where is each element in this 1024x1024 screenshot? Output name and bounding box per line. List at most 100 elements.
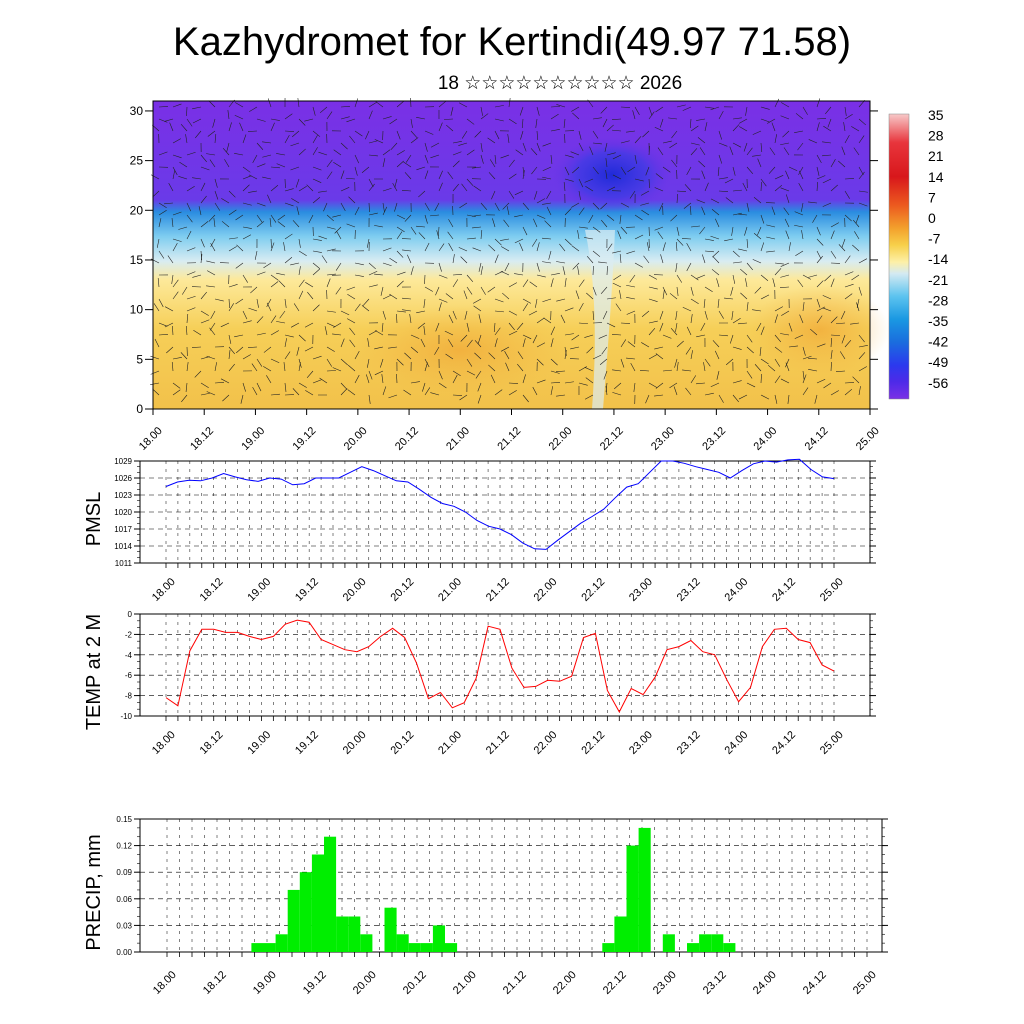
wind-barb: [438, 274, 448, 279]
wind-barb: [620, 226, 628, 234]
wind-barb: [242, 234, 252, 240]
wind-barb: [699, 226, 706, 235]
wind-barb: [508, 173, 517, 180]
wind-barb: [407, 254, 412, 264]
wind-barb: [753, 197, 762, 204]
wind-barb: [718, 142, 728, 147]
wind-barb: [164, 306, 174, 312]
wind-barb: [347, 293, 356, 300]
wind-barb: [480, 286, 486, 295]
wind-barb: [242, 274, 248, 283]
wind-barb: [659, 322, 664, 332]
wind-barb: [404, 172, 412, 180]
wind-barb: [698, 160, 706, 168]
wind-barb: [599, 358, 608, 366]
wind-barb: [774, 175, 784, 180]
wind-barb: [452, 140, 462, 144]
wind-barb: [704, 392, 714, 396]
wind-barb: [648, 286, 658, 290]
wind-barb: [410, 266, 414, 276]
wind-barb: [766, 250, 776, 253]
wind-barb: [690, 298, 699, 305]
wind-barb: [402, 249, 412, 252]
wind-barb: [515, 149, 524, 156]
wind-barb: [447, 339, 454, 348]
wind-barb: [312, 130, 321, 137]
wind-barb: [564, 278, 567, 288]
wind-barb: [686, 166, 692, 176]
wind-barb: [564, 307, 574, 312]
wind-barb: [228, 209, 237, 216]
wind-barb: [382, 116, 392, 120]
wind-barb: [629, 190, 636, 199]
wind-barb: [836, 370, 846, 372]
wind-barb: [851, 126, 860, 132]
wind-barb: [374, 225, 384, 228]
wind-barb: [235, 214, 244, 221]
wind-barb: [374, 273, 384, 276]
wind-barb: [438, 382, 447, 389]
x-tick-label: 25.00: [818, 729, 846, 757]
wind-barb: [536, 379, 546, 384]
wind-barb: [655, 173, 664, 180]
wind-barb: [354, 262, 364, 266]
warm-core-left: [350, 305, 570, 395]
wind-barb: [704, 122, 708, 132]
wind-barb: [754, 286, 762, 294]
wind-barb: [239, 122, 244, 132]
wind-barb: [626, 297, 636, 300]
wind-barb: [612, 369, 622, 372]
wind-barb: [430, 142, 440, 148]
x-tick-label: 24.12: [770, 729, 798, 757]
wind-barb: [480, 142, 483, 152]
wind-barb: [571, 202, 580, 208]
wind-barb: [822, 178, 832, 184]
wind-barb: [816, 315, 823, 324]
wind-barb: [619, 254, 622, 264]
wind-barb: [774, 358, 781, 367]
wind-barb: [617, 230, 622, 240]
wind-barb: [438, 370, 443, 380]
wind-barb: [221, 221, 230, 228]
wind-barb: [808, 369, 818, 372]
wind-barb: [584, 394, 594, 400]
y-tick-label: 1011: [115, 559, 133, 568]
y-tick-label: 0.15: [116, 815, 132, 824]
wind-barb: [354, 130, 363, 137]
wind-barb: [269, 218, 272, 228]
wind-barb: [394, 178, 398, 188]
wind-barb: [242, 175, 252, 180]
wind-barb: [738, 213, 748, 216]
x-tick-label: 22.12: [579, 576, 607, 604]
wind-barb: [584, 178, 594, 183]
wind-barb: [368, 262, 376, 270]
y-axis-label: PRECIP, mm: [83, 834, 105, 950]
wind-barb: [669, 293, 678, 300]
wind-barb: [445, 353, 454, 360]
wind-barb: [346, 118, 356, 123]
wind-barb: [508, 282, 518, 288]
wind-barb: [648, 146, 650, 156]
wind-barb: [508, 118, 517, 125]
wind-barb: [739, 126, 748, 132]
wind-barb: [236, 346, 244, 354]
wind-barb: [487, 137, 496, 144]
wind-barb: [152, 190, 160, 198]
wind-barb: [606, 186, 616, 192]
x-tick-label: 24.00: [722, 576, 750, 604]
x-tick-label: 24.12: [803, 425, 831, 453]
wind-barb: [448, 314, 454, 324]
wind-barb: [532, 334, 538, 344]
wind-barb: [228, 122, 232, 132]
wind-barb: [841, 146, 846, 156]
wind-barb: [266, 375, 272, 384]
wind-barb: [855, 214, 860, 224]
wind-barb: [808, 201, 818, 204]
wind-barb: [473, 185, 482, 192]
wind-barb: [150, 382, 160, 385]
pmsl-panel: 1011 1014 1017 1020 1023 1026 1029 18.00 18.12 19…: [83, 457, 876, 604]
wind-barb: [531, 238, 538, 247]
colorbar-label: -42: [928, 334, 948, 350]
wind-barb: [830, 159, 836, 168]
wind-barb: [718, 177, 728, 180]
